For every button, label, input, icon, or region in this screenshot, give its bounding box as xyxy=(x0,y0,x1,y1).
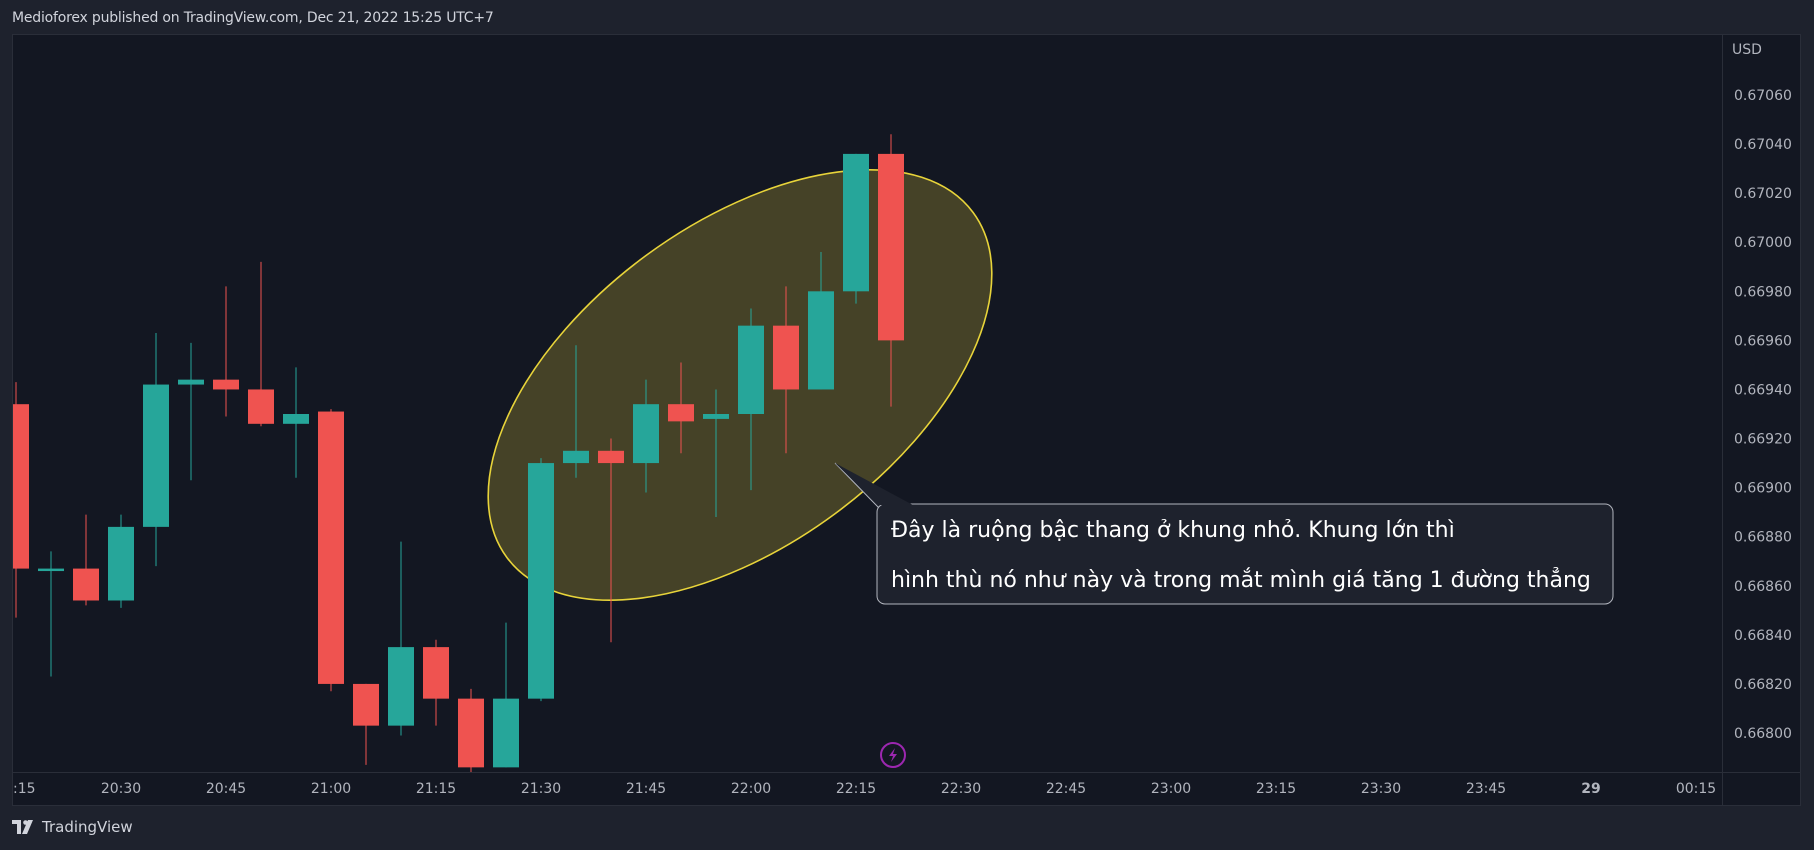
price-tick-label: 0.66820 xyxy=(1734,677,1792,693)
candle-21:40[interactable] xyxy=(598,438,624,643)
candle-21:20[interactable] xyxy=(458,688,484,802)
candle-22:10[interactable] xyxy=(808,252,834,390)
price-tick-label: 0.66840 xyxy=(1734,628,1792,644)
time-tick-label: 29 xyxy=(1581,781,1600,797)
candle-body xyxy=(563,450,589,464)
price-tick-label: 0.66800 xyxy=(1734,726,1792,742)
candle-body xyxy=(808,291,834,390)
candle-22:00[interactable] xyxy=(738,308,764,491)
price-tick-label: 0.66880 xyxy=(1734,530,1792,546)
time-tick-label: 22:30 xyxy=(941,781,981,797)
candle-body xyxy=(528,463,554,699)
candle-body xyxy=(73,568,99,601)
candle-body xyxy=(703,414,729,419)
time-tick-label: :15 xyxy=(13,781,36,797)
candle-21:45[interactable] xyxy=(633,379,659,493)
candle-body xyxy=(388,647,414,726)
candle-20:40[interactable] xyxy=(178,342,204,481)
time-tick-label: 22:00 xyxy=(731,781,771,797)
price-tick-label: 0.66980 xyxy=(1734,284,1792,300)
time-tick-label: 20:30 xyxy=(101,781,141,797)
callout-line-1: Đây là ruộng bậc thang ở khung nhỏ. Khun… xyxy=(891,518,1455,543)
candle-21:05[interactable] xyxy=(353,683,379,765)
candle-body xyxy=(318,411,344,684)
time-tick-label: 21:15 xyxy=(416,781,456,797)
callout-box xyxy=(876,503,1614,605)
candle-body xyxy=(213,379,239,390)
candle-20:50[interactable] xyxy=(248,261,274,427)
candle-body xyxy=(458,698,484,768)
time-tick-label: 23:30 xyxy=(1361,781,1401,797)
price-tick-label: 0.66860 xyxy=(1734,579,1792,595)
candle-body xyxy=(143,384,169,527)
candle-body xyxy=(38,568,64,572)
candle-21:10[interactable] xyxy=(388,541,414,736)
candle-21:25[interactable] xyxy=(493,622,519,768)
callout-pointer-fill xyxy=(835,463,913,505)
candle-body xyxy=(353,683,379,726)
price-tick-label: 0.67040 xyxy=(1734,137,1792,153)
candle-body xyxy=(423,647,449,699)
candle-20:35[interactable] xyxy=(143,333,169,567)
candle-20:55[interactable] xyxy=(283,367,309,478)
candle-body xyxy=(283,414,309,424)
candle-21:50[interactable] xyxy=(668,362,694,454)
price-tick-label: 0.67060 xyxy=(1734,88,1792,104)
candle-body xyxy=(178,379,204,385)
candle-21:55[interactable] xyxy=(703,389,729,518)
time-tick-label: 23:00 xyxy=(1151,781,1191,797)
candle-20:15[interactable] xyxy=(13,382,29,618)
price-tick-label: 0.66940 xyxy=(1734,382,1792,398)
chart-frame[interactable]: USD 0.67060 0.67040 0.67020 0.67000 0.66980 0… xyxy=(12,34,1801,806)
candle-20:25[interactable] xyxy=(73,514,99,606)
candle-22:05[interactable] xyxy=(773,286,799,454)
callout-line-2: hình thù nó như này và trong mắt mình gi… xyxy=(891,567,1591,593)
candle-body xyxy=(738,325,764,414)
price-tick-label: 0.66920 xyxy=(1734,432,1792,448)
candle-body xyxy=(878,153,904,341)
candle-body xyxy=(598,450,624,464)
candle-body xyxy=(773,325,799,390)
candle-21:00[interactable] xyxy=(318,409,344,692)
time-axis[interactable]: :15 20:30 20:45 21:00 21:15 21:30 21:45 22:00 22… xyxy=(13,781,1716,797)
annotation-callout[interactable]: Đây là ruộng bậc thang ở khung nhỏ. Khun… xyxy=(834,462,1614,605)
currency-label: USD xyxy=(1732,42,1762,58)
candle-21:15[interactable] xyxy=(423,639,449,726)
time-tick-label: 21:00 xyxy=(311,781,351,797)
candles-layer xyxy=(13,134,904,802)
time-tick-label: 20:45 xyxy=(206,781,246,797)
candlestick-chart[interactable]: USD 0.670600.670400.670200.670000.669800… xyxy=(13,35,1800,805)
candle-20:30[interactable] xyxy=(108,514,134,608)
time-tick-label: 22:45 xyxy=(1046,781,1086,797)
candle-22:15[interactable] xyxy=(843,153,869,304)
time-tick-label: 21:45 xyxy=(626,781,666,797)
price-tick-label: 0.66960 xyxy=(1734,333,1792,349)
price-tick-label: 0.67020 xyxy=(1734,186,1792,202)
candle-body xyxy=(633,404,659,464)
footer: TradingView xyxy=(12,818,133,836)
candle-21:35[interactable] xyxy=(563,345,589,478)
candle-body xyxy=(13,404,29,569)
candle-body xyxy=(843,153,869,292)
candle-body xyxy=(108,526,134,601)
candle-22:20[interactable] xyxy=(878,134,904,407)
price-tick-label: 0.66900 xyxy=(1734,481,1792,497)
lightning-icon[interactable] xyxy=(880,742,906,768)
candle-body xyxy=(493,698,519,768)
publish-info: Medioforex published on TradingView.com,… xyxy=(12,10,494,26)
price-tick-label: 0.67000 xyxy=(1734,235,1792,251)
candle-20:45[interactable] xyxy=(213,286,239,417)
candle-21:30[interactable] xyxy=(528,458,554,702)
time-tick-label: 22:15 xyxy=(836,781,876,797)
time-tick-label: 00:15 xyxy=(1676,781,1716,797)
candle-20:20[interactable] xyxy=(38,551,64,677)
price-axis[interactable]: 0.67060 0.67040 0.67020 0.67000 0.66980 0.669… xyxy=(1734,88,1792,742)
candle-body xyxy=(668,404,694,422)
candle-body xyxy=(248,389,274,424)
time-tick-label: 23:45 xyxy=(1466,781,1506,797)
tradingview-logo-icon[interactable] xyxy=(12,820,36,834)
brand-name[interactable]: TradingView xyxy=(42,818,133,836)
time-tick-label: 21:30 xyxy=(521,781,561,797)
time-tick-label: 23:15 xyxy=(1256,781,1296,797)
